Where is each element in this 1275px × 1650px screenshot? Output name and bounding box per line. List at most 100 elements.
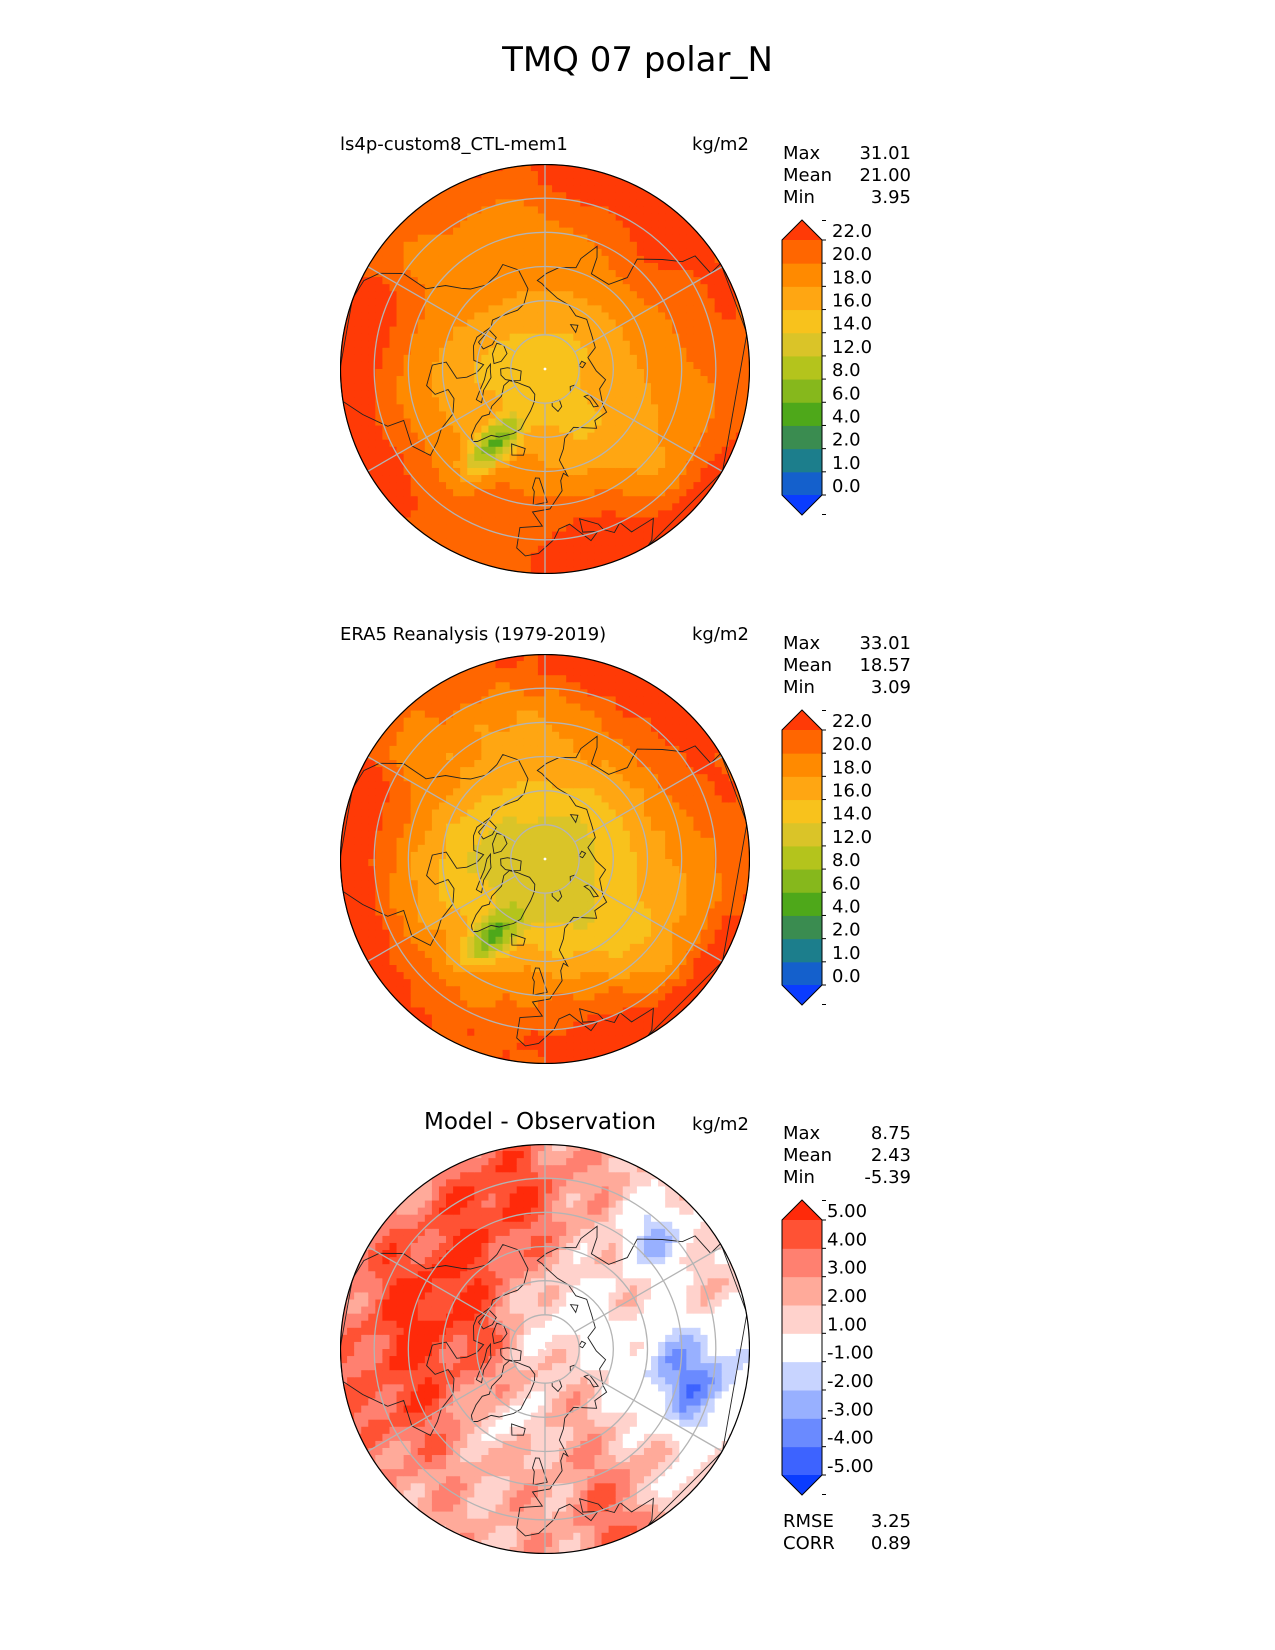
field-cell [580,347,589,356]
field-cell [629,986,638,994]
field-cell [488,446,497,455]
field-cell [438,467,447,476]
field-cell [559,873,567,881]
field-cell [545,227,553,236]
field-cell [530,908,539,917]
field-cell [537,816,546,825]
field-cell [594,802,603,811]
field-cell [438,795,447,804]
field-cell [488,1049,497,1058]
field-cell [601,929,610,938]
field-cell [481,1007,490,1016]
field-cell [446,510,454,519]
field-cell [431,241,440,250]
field-cell [693,291,702,299]
field-cell [679,354,687,363]
field-cell [467,1028,475,1037]
field-cell [354,816,362,825]
field-cell [530,795,539,804]
field-cell [559,675,567,683]
field-cell [417,383,426,391]
field-cell [396,347,405,356]
field-cell [629,873,638,881]
field-cell [530,199,539,208]
field-cell [368,929,376,938]
field-cell [622,979,631,987]
field-cell [453,859,461,867]
field-cell [615,816,624,825]
field-cell [686,284,695,292]
field-cell [516,192,525,200]
field-cell [587,908,596,917]
field-cell [382,866,391,874]
field-cell [523,866,532,874]
field-cell [580,241,589,250]
field-cell [354,369,362,377]
field-cell [502,489,511,497]
field-cell [375,802,384,811]
field-cell [643,418,652,427]
field-cell [608,972,617,980]
field-cell [460,972,468,980]
field-cell [509,993,518,1001]
field-cell [460,979,468,987]
field-cell [389,340,398,349]
field-cell [559,347,567,356]
field-cell [559,965,567,973]
field-cell [424,326,433,335]
coastline [511,443,526,456]
field-cell [672,517,680,526]
field-cell [537,496,546,504]
field-cell [658,503,666,511]
field-cell [509,270,518,278]
field-cell [410,922,419,931]
field-cell [594,986,603,994]
field-cell [502,738,511,747]
field-cell [573,347,581,356]
field-cell [530,404,539,413]
field-cell [721,446,730,455]
field-cell [566,192,574,200]
field-cell [728,376,737,384]
field-cell [509,305,518,314]
field-cell [658,199,666,208]
field-cell [636,354,645,363]
field-cell [403,312,412,321]
field-cell [636,929,645,938]
field-cell [453,453,461,462]
field-cell [431,901,440,910]
field-cell [672,503,680,511]
field-cell [686,397,695,405]
field-cell [467,965,475,973]
field-cell [714,319,723,328]
field-cell [431,531,440,540]
field-cell [509,1021,518,1030]
field-cell [509,950,518,959]
field-cell [552,654,560,662]
field-cell [728,397,737,405]
field-cell [552,717,560,726]
field-cell [636,291,645,299]
field-cell [361,326,369,335]
field-cell [629,901,638,910]
field-cell [474,1014,482,1023]
field-cell [601,192,610,200]
field-cell [410,795,419,804]
field-cell [347,851,355,860]
field-cell [615,340,624,349]
field-cell [608,724,617,733]
field-cell [679,460,687,469]
field-cell [523,446,532,455]
field-cell [453,319,461,328]
field-cell [361,774,369,782]
field-cell [594,361,603,370]
field-cell [700,369,709,377]
field-cell [651,248,659,257]
field-cell [559,795,567,804]
field-cell [389,425,398,434]
field-cell [361,887,369,895]
map-boundary [340,164,750,574]
field-cell [559,206,567,215]
field-cell [700,390,709,398]
field-cell [552,929,560,938]
